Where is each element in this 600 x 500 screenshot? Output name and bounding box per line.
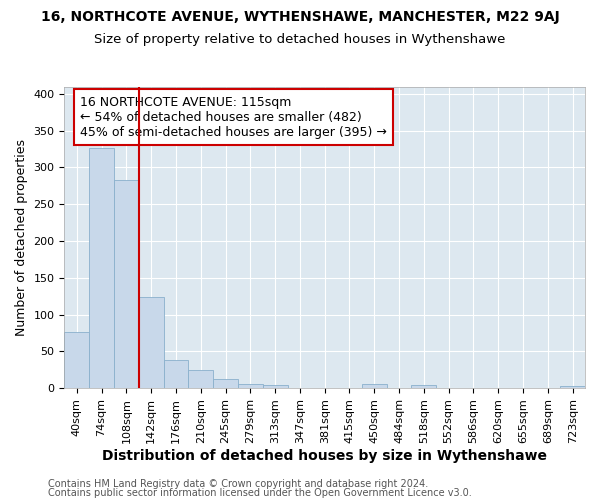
Text: Contains HM Land Registry data © Crown copyright and database right 2024.: Contains HM Land Registry data © Crown c…	[48, 479, 428, 489]
Bar	[362, 384, 386, 388]
Bar	[412, 385, 436, 388]
Bar	[560, 386, 585, 388]
Bar	[213, 380, 238, 388]
Bar	[114, 180, 139, 388]
Text: Size of property relative to detached houses in Wythenshawe: Size of property relative to detached ho…	[94, 32, 506, 46]
Bar	[64, 332, 89, 388]
Y-axis label: Number of detached properties: Number of detached properties	[15, 139, 28, 336]
Text: Contains public sector information licensed under the Open Government Licence v3: Contains public sector information licen…	[48, 488, 472, 498]
Bar	[188, 370, 213, 388]
Bar	[164, 360, 188, 388]
Bar	[89, 148, 114, 388]
X-axis label: Distribution of detached houses by size in Wythenshawe: Distribution of detached houses by size …	[102, 448, 547, 462]
Text: 16, NORTHCOTE AVENUE, WYTHENSHAWE, MANCHESTER, M22 9AJ: 16, NORTHCOTE AVENUE, WYTHENSHAWE, MANCH…	[41, 10, 559, 24]
Bar	[139, 297, 164, 388]
Bar	[238, 384, 263, 388]
Text: 16 NORTHCOTE AVENUE: 115sqm
← 54% of detached houses are smaller (482)
45% of se: 16 NORTHCOTE AVENUE: 115sqm ← 54% of det…	[80, 96, 387, 138]
Bar	[263, 385, 287, 388]
